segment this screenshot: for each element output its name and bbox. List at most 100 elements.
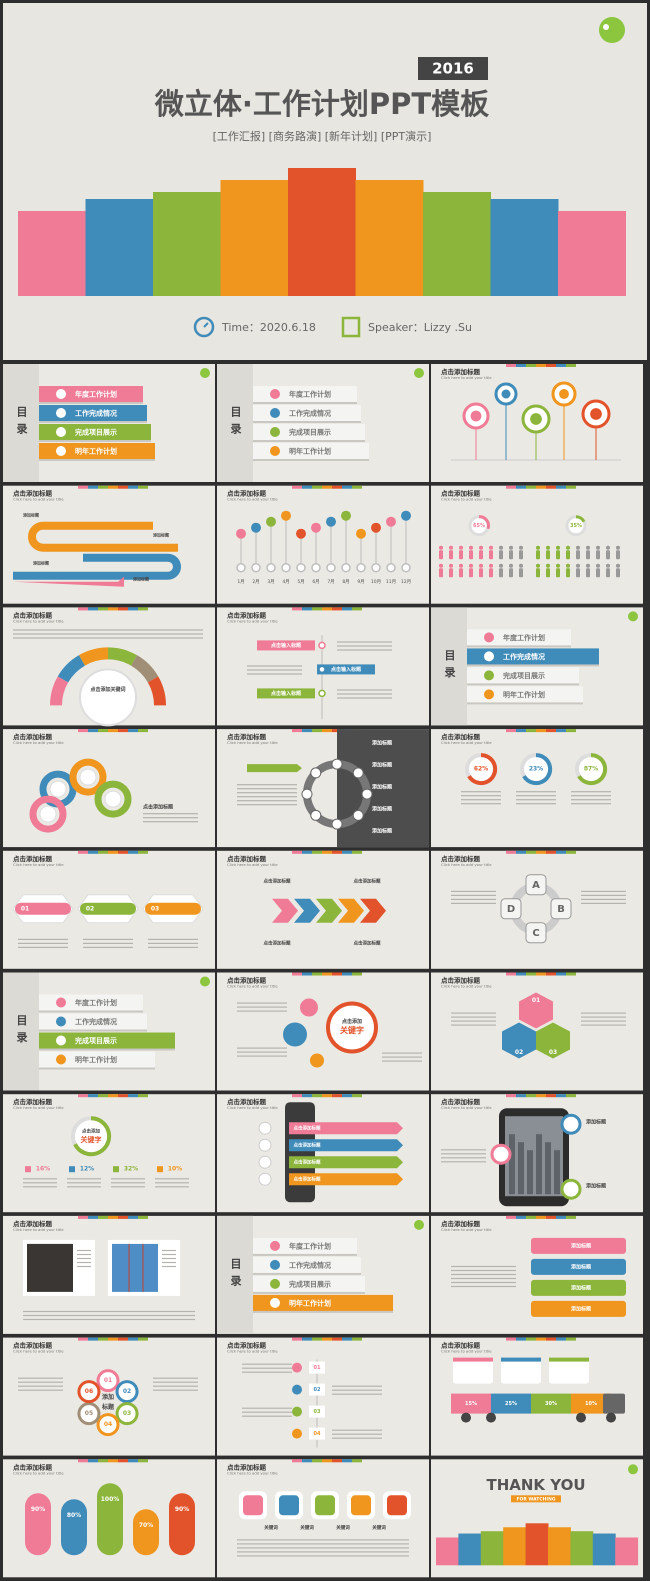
shape [461, 1412, 471, 1423]
label: 70% [139, 1522, 153, 1529]
shape [326, 562, 336, 573]
shape [118, 729, 128, 733]
shape [237, 1543, 409, 1545]
label: 06 [85, 1388, 93, 1395]
shape [451, 890, 496, 892]
shape [489, 563, 493, 568]
label: 完成项目展示 [75, 1036, 117, 1045]
shape [606, 568, 610, 578]
label: 16% [36, 1166, 50, 1173]
shape [451, 1269, 516, 1272]
shape [536, 850, 546, 854]
slide-title: 点击添加标题 [441, 1097, 481, 1106]
label: 添加标题 [571, 1242, 592, 1249]
shape [13, 633, 203, 635]
shape [153, 1389, 198, 1391]
shape [302, 485, 312, 489]
shape [332, 1094, 342, 1098]
shape [546, 1215, 556, 1219]
shape [479, 545, 483, 550]
shape [237, 1051, 287, 1053]
label: 添加标题 [372, 784, 393, 791]
shape [467, 753, 498, 786]
shape [289, 1173, 403, 1186]
shape [292, 1459, 302, 1463]
shape [331, 758, 343, 770]
shape [451, 902, 496, 904]
shape [516, 791, 556, 793]
shape [332, 1385, 382, 1387]
shape [322, 485, 332, 489]
shape [253, 386, 357, 402]
shape [145, 902, 201, 915]
shape [118, 1094, 128, 1098]
slide-title: 点击添加标题 [441, 1219, 481, 1228]
shape [302, 1459, 312, 1463]
shape [18, 1381, 63, 1383]
shape [449, 545, 453, 550]
shape [536, 550, 540, 560]
shape [467, 629, 571, 646]
shape [83, 946, 133, 948]
cover-time: Time：2020.6.18 [221, 321, 316, 334]
shape [309, 1361, 325, 1374]
shape [606, 545, 610, 550]
label: 明年工作计划 [289, 447, 331, 456]
shape [292, 850, 302, 854]
shape [67, 1186, 101, 1188]
shape [536, 1134, 542, 1195]
label: 05 [85, 1410, 93, 1417]
deco-bar [570, 1531, 594, 1566]
label: 关键词 [264, 1524, 278, 1531]
shape [527, 1150, 533, 1195]
shape [312, 729, 322, 733]
shape [128, 1094, 138, 1098]
shape [352, 809, 364, 821]
shape [484, 689, 494, 700]
shape [546, 563, 550, 568]
shape [78, 1459, 88, 1463]
shape [272, 898, 298, 923]
shape [247, 665, 302, 667]
shape [566, 1094, 576, 1098]
shape [531, 1237, 626, 1254]
slide-subtitle: Click here to add your title [13, 1470, 64, 1475]
shape [237, 800, 297, 802]
shape [115, 1380, 139, 1404]
slide-title: 点击添加标题 [13, 610, 53, 619]
shape [253, 443, 369, 459]
shape [586, 563, 590, 568]
label: C [532, 928, 539, 939]
shape [371, 562, 381, 573]
label: 关键词 [372, 1524, 386, 1531]
shape [342, 485, 352, 489]
shape [519, 568, 523, 578]
shape [73, 1116, 112, 1157]
deco-bar [355, 180, 424, 296]
shape [285, 1102, 315, 1203]
shape [310, 1053, 324, 1068]
cover-speaker: Speaker：Lizzy .Su [368, 321, 472, 334]
shape [296, 528, 306, 539]
label: 添加标题 [372, 806, 393, 813]
shape [78, 1215, 88, 1219]
shape [39, 405, 147, 421]
shape [586, 545, 590, 550]
shape [478, 515, 490, 530]
shape [386, 516, 396, 527]
shape [301, 788, 313, 800]
toc-heading: 目录 [15, 406, 28, 440]
shape [292, 485, 302, 489]
shape [616, 568, 620, 578]
shape [352, 607, 362, 611]
label: 年度工作计划 [503, 633, 545, 642]
logo-shape [599, 17, 625, 43]
shape [506, 1337, 516, 1341]
shape [49, 780, 67, 798]
shape [516, 850, 526, 854]
